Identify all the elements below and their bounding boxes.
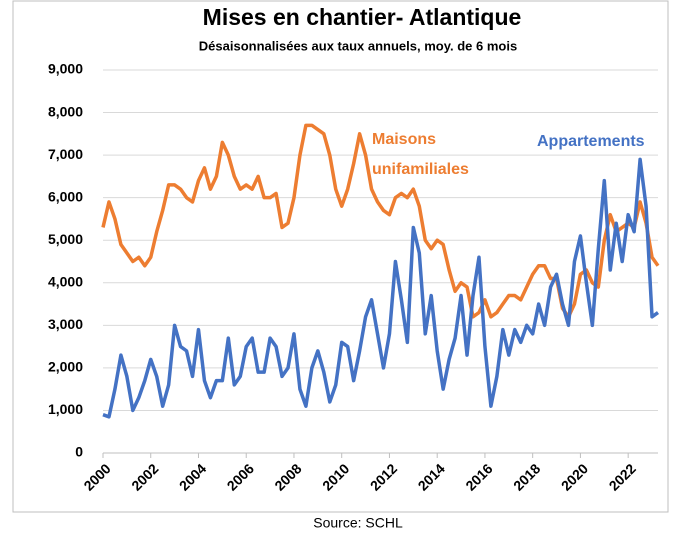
x-tick-label: 2008 [271,460,304,493]
y-tick-label: 2,000 [48,359,83,375]
x-tick-label: 2002 [128,460,161,493]
source: Source: SCHL [313,515,403,531]
y-tick-label: 8,000 [48,103,83,119]
x-tick-label: 2020 [558,460,591,493]
series-line [102,157,660,419]
y-tick-label: 5,000 [48,231,83,247]
x-tick-label: 2006 [224,460,257,493]
y-tick-label: 3,000 [48,316,83,332]
x-tick-label: 2014 [415,460,448,493]
y-tick-label: 6,000 [48,188,83,204]
x-tick-label: 2012 [367,460,400,493]
y-tick-label: 1,000 [48,401,83,417]
y-tick-label: 4,000 [48,273,83,289]
y-tick-label: 9,000 [48,61,83,77]
x-tick-label: 2004 [176,460,209,493]
series-label: Appartements [537,133,645,150]
y-tick-label: 0 [75,444,83,460]
frame [12,0,669,513]
chart-title: Mises en chantier- Atlantique [203,4,522,30]
series-label: Maisons unifamiliales [372,131,469,178]
x-tick-label: 2016 [462,460,495,493]
x-tick-label: 2000 [80,460,113,493]
x-tick-label: 2010 [319,460,352,493]
y-tick-label: 7,000 [48,146,83,162]
x-tick-label: 2018 [510,460,543,493]
x-tick-label: 2022 [606,460,639,493]
chart-subtitle: Désaisonnalisées aux taux annuels, moy. … [199,38,517,53]
